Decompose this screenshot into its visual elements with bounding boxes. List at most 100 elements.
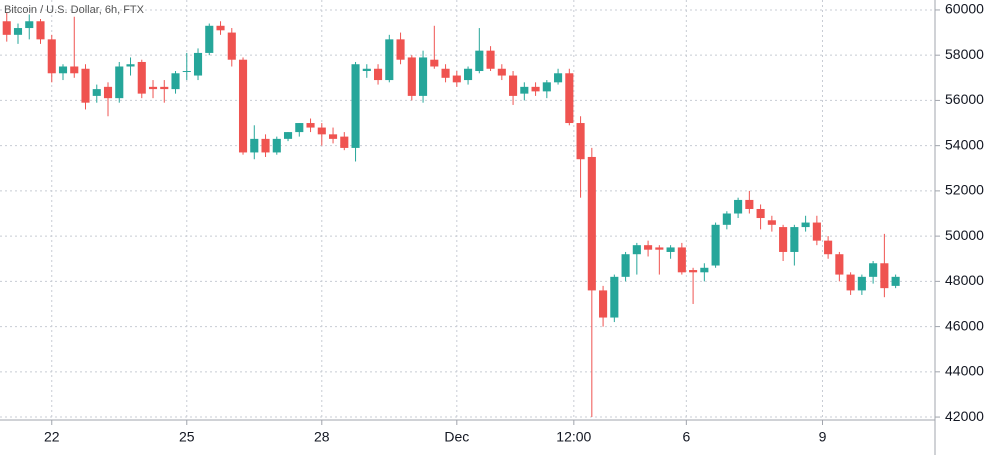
candle-body	[542, 82, 551, 92]
candle-body	[779, 227, 788, 252]
candle-body	[227, 32, 236, 60]
y-tick-label: 42000	[945, 408, 984, 424]
candle-body	[328, 134, 338, 139]
y-tick-label: 50000	[945, 227, 984, 243]
y-tick-label: 54000	[945, 136, 984, 152]
candle-body	[869, 263, 878, 277]
candle-body	[58, 66, 68, 74]
candle-body	[700, 267, 709, 273]
candle-body	[576, 123, 585, 160]
candle-body	[812, 222, 821, 241]
candle-body	[70, 66, 79, 74]
candle-body	[92, 89, 101, 96]
candle-body	[677, 247, 686, 273]
candle-body	[767, 220, 776, 225]
candle-body	[621, 254, 630, 277]
candle-body	[610, 276, 619, 318]
candle-body	[396, 39, 405, 60]
candle-body	[745, 199, 754, 209]
y-tick-label: 60000	[945, 1, 984, 17]
candle-body	[531, 86, 540, 92]
candle-body	[351, 64, 360, 148]
candle-body	[756, 208, 765, 219]
candle-body	[126, 64, 135, 67]
candle-body	[801, 222, 810, 228]
candle-body	[193, 52, 203, 76]
y-tick-label: 58000	[945, 46, 984, 62]
x-tick-label: 28	[314, 429, 330, 445]
candle-body	[137, 61, 146, 94]
candle-body	[880, 263, 889, 289]
y-tick-label: 56000	[945, 91, 984, 107]
candle-body	[632, 245, 641, 255]
candle-body	[13, 28, 23, 35]
candle-body	[47, 39, 56, 74]
candle-body	[362, 68, 371, 72]
candle-body	[36, 21, 45, 40]
candle-body	[587, 156, 596, 291]
x-tick-label: 6	[682, 429, 690, 445]
candle-body	[171, 73, 180, 90]
x-tick-label: Dec	[444, 429, 469, 445]
candle-body	[666, 247, 675, 252]
candle-body	[689, 270, 698, 273]
candle-body	[734, 199, 743, 214]
candle-body	[216, 25, 225, 31]
candle-body	[317, 127, 326, 135]
candle-body	[497, 68, 506, 76]
candle-body	[441, 68, 450, 78]
candle-body	[711, 224, 720, 266]
candle-body	[238, 59, 248, 153]
chart-title: Bitcoin / U.S. Dollar, 6h, FTX	[4, 4, 145, 16]
candle-body	[340, 136, 349, 148]
candle-body	[599, 290, 608, 318]
candle-body	[103, 86, 113, 99]
candle-body	[430, 59, 439, 67]
candle-body	[148, 86, 158, 90]
candle-body	[407, 57, 416, 96]
candle-body	[891, 276, 900, 286]
candle-body	[81, 68, 90, 103]
candle-body	[419, 57, 428, 96]
candle-body	[295, 123, 304, 133]
x-tick-label: 12:00	[556, 429, 591, 445]
x-tick-label: 22	[44, 429, 60, 445]
candle-body	[722, 213, 731, 225]
candle-body	[486, 50, 495, 69]
candle-body	[2, 21, 11, 35]
y-tick-label: 46000	[945, 317, 984, 333]
candle-body	[283, 132, 293, 139]
grid	[0, 0, 935, 420]
candle-body	[374, 68, 383, 81]
candle-body	[272, 138, 281, 153]
candle-body	[565, 73, 574, 124]
candle-body	[261, 138, 270, 153]
x-tick-label: 25	[179, 429, 195, 445]
candle-body	[554, 73, 563, 83]
y-tick-label: 44000	[945, 363, 984, 379]
candle-body	[205, 25, 214, 53]
candle-body	[385, 39, 394, 81]
candle-body	[452, 75, 461, 83]
candle-body	[790, 227, 799, 252]
candle-body	[509, 75, 518, 96]
x-tick-label: 9	[819, 429, 827, 445]
candle-body	[857, 276, 866, 291]
candle-body	[824, 240, 833, 255]
candle-body	[520, 86, 529, 94]
y-tick-label: 52000	[945, 182, 984, 198]
candle-body	[464, 68, 473, 81]
candle-body	[250, 138, 259, 153]
candle-body	[25, 21, 34, 29]
candle-body	[475, 50, 484, 72]
candle-body	[644, 245, 653, 250]
candles	[2, 12, 900, 418]
y-tick-label: 48000	[945, 272, 984, 288]
candle-body	[160, 86, 169, 90]
candle-body	[306, 123, 315, 128]
candle-body	[846, 274, 855, 291]
candle-body	[835, 254, 844, 275]
candle-body	[655, 247, 664, 250]
candle-body	[182, 71, 191, 73]
